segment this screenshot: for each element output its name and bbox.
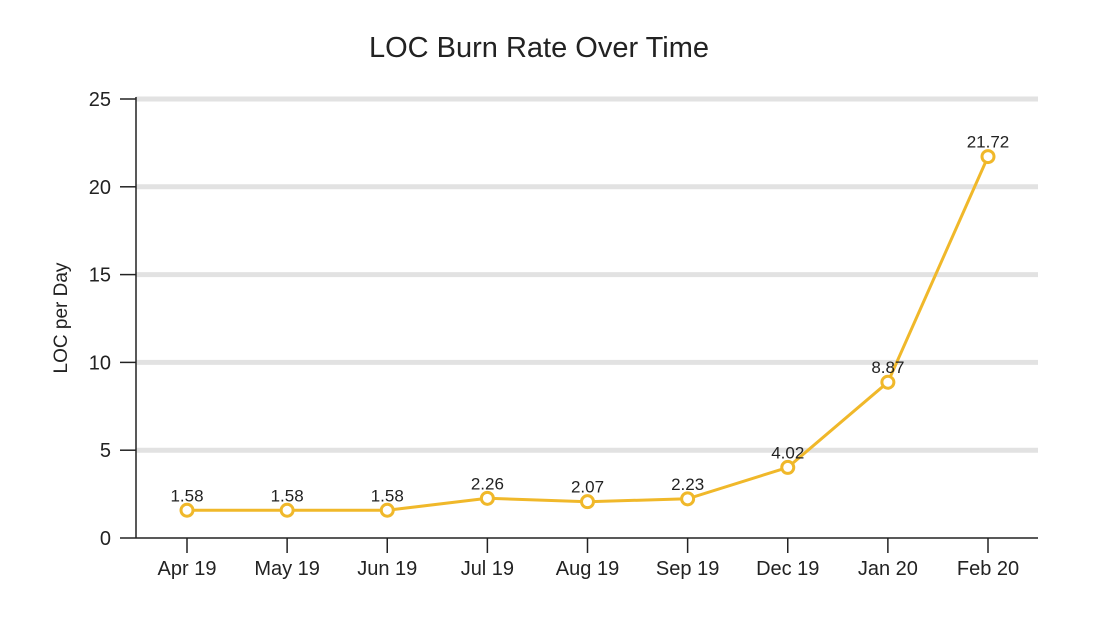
data-point [379,502,395,518]
y-tick-label: 20 [89,177,111,199]
data-point [680,491,696,507]
x-tick-label: Jun 19 [357,558,417,580]
axes [135,97,1038,539]
data-point [880,374,896,390]
y-tick-label: 15 [89,265,111,287]
y-axis-label: LOC per Day [51,262,72,373]
x-tick-label: May 19 [254,558,320,580]
x-axis-ticks: Apr 19 May 19 Jun 19 Jul 19 Aug 19 Sep 19 Dec … [158,538,1019,580]
y-axis-ticks: 0 5 10 15 20 25 [89,89,136,550]
data-label: 21.72 [967,133,1010,152]
x-tick-label: Feb 20 [957,558,1019,580]
data-label: 1.58 [271,486,304,505]
x-tick-label: Aug 19 [556,558,619,580]
data-label: 2.07 [571,478,604,497]
y-tick-label: 25 [89,89,111,111]
x-tick-label: Dec 19 [756,558,819,580]
y-tick-label: 5 [100,440,111,462]
data-point [580,494,595,510]
series-line [187,155,990,512]
chart-title: LOC Burn Rate Over Time [369,32,709,64]
data-label: 1.58 [371,486,404,505]
data-label: 2.26 [471,474,504,493]
data-label: 2.23 [671,475,704,494]
x-tick-label: Apr 19 [158,558,217,580]
data-point [780,459,796,475]
data-point [279,502,295,518]
data-label: 1.58 [170,486,203,505]
gridlines [136,96,1038,453]
data-point [179,502,195,518]
x-tick-label: Sep 19 [656,558,719,580]
x-tick-label: Jan 20 [858,558,918,580]
x-tick-label: Jul 19 [461,558,514,580]
data-point [479,490,495,506]
data-label: 4.02 [771,443,804,462]
data-label: 8.87 [871,358,904,377]
y-tick-label: 0 [100,528,111,550]
data-labels: 1.58 1.58 1.58 2.26 2.07 2.23 4.02 8.87 21.72 [170,133,1009,506]
y-tick-label: 10 [89,352,111,374]
data-point [980,149,996,165]
series-group [179,149,996,518]
